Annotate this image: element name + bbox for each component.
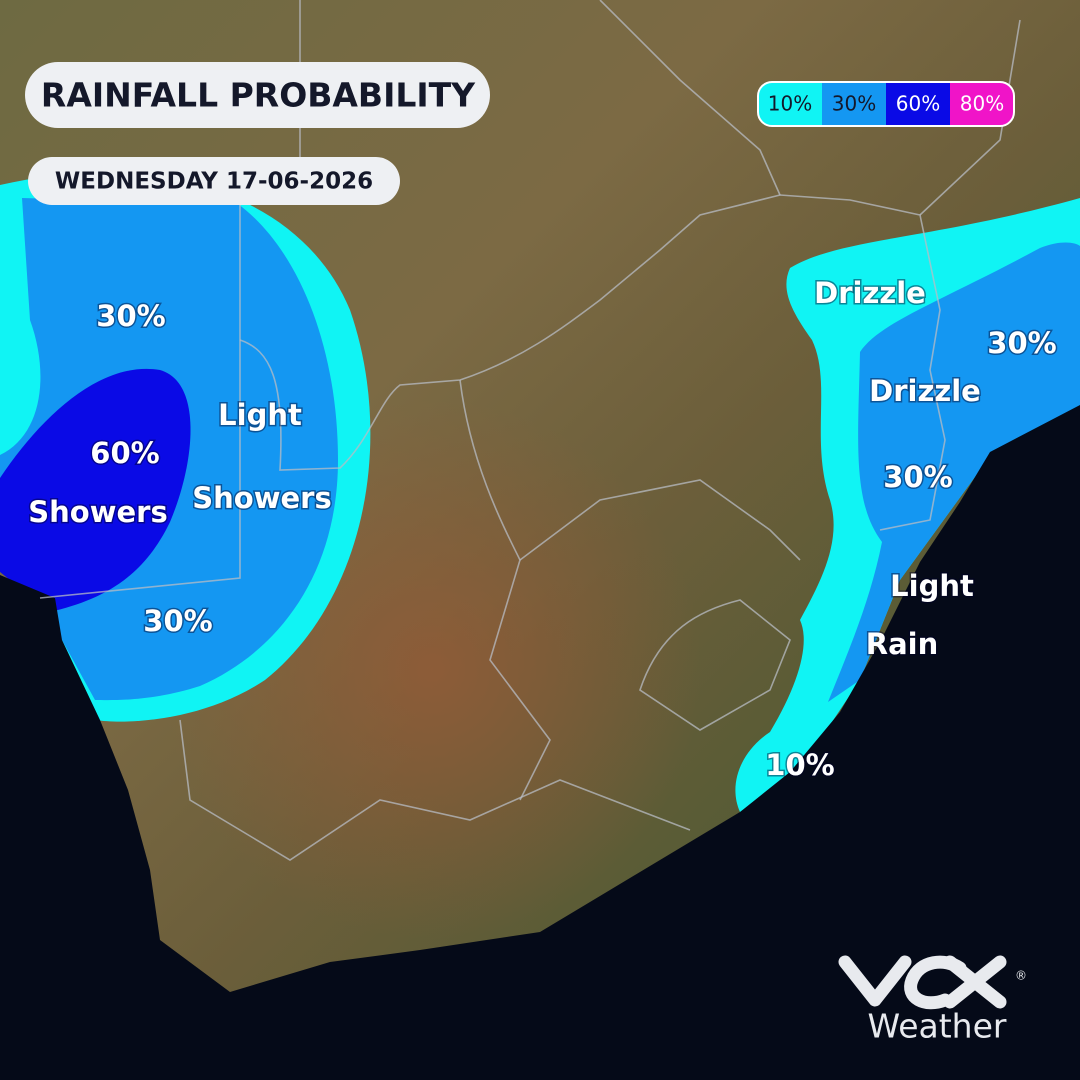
- logo: [838, 955, 1007, 1010]
- legend-frame: [757, 81, 1015, 127]
- legend-label: 80%: [960, 92, 1004, 116]
- map-label: 30%: [143, 604, 212, 638]
- map-label: Drizzle: [869, 374, 981, 408]
- map-label: Rain: [866, 627, 939, 661]
- map-label: Light: [890, 569, 974, 603]
- map-label: Showers: [28, 495, 167, 529]
- region-30-east: [828, 242, 1080, 702]
- legend-swatch: [886, 82, 950, 126]
- logo-text: Weather: [868, 1007, 1007, 1046]
- region-60-west: [0, 368, 191, 612]
- date: WEDNESDAY 17-06-2026: [55, 169, 373, 195]
- map-label: Showers: [192, 481, 331, 515]
- date-box: [28, 157, 400, 205]
- logo-registered: ®: [1015, 969, 1027, 983]
- map-label: 30%: [96, 299, 165, 333]
- logo-v: [838, 955, 912, 1007]
- legend-swatch: [822, 82, 886, 126]
- legend-label: 30%: [832, 92, 876, 116]
- ocean: [0, 405, 1080, 1080]
- map-label: Drizzle: [814, 276, 926, 310]
- map-labels: 30% 60% Showers Light Showers 30% Drizzl…: [27, 275, 1058, 784]
- legend-swatch: [758, 82, 822, 126]
- map-label: 60%: [90, 436, 159, 470]
- map-label: Light: [218, 398, 302, 432]
- legend-swatch: [950, 82, 1014, 126]
- legend-label: 60%: [896, 92, 940, 116]
- legend-label: 10%: [768, 92, 812, 116]
- legend-swatches: [758, 82, 1014, 126]
- legend: 10% 30% 60% 80%: [757, 81, 1015, 127]
- title-box: [25, 62, 490, 128]
- map-label: 30%: [987, 326, 1056, 360]
- map-label: 10%: [765, 748, 834, 782]
- map-label: 30%: [883, 460, 952, 494]
- logo-x: [943, 955, 1007, 1009]
- title: RAINFALL PROBABILITY: [41, 76, 476, 115]
